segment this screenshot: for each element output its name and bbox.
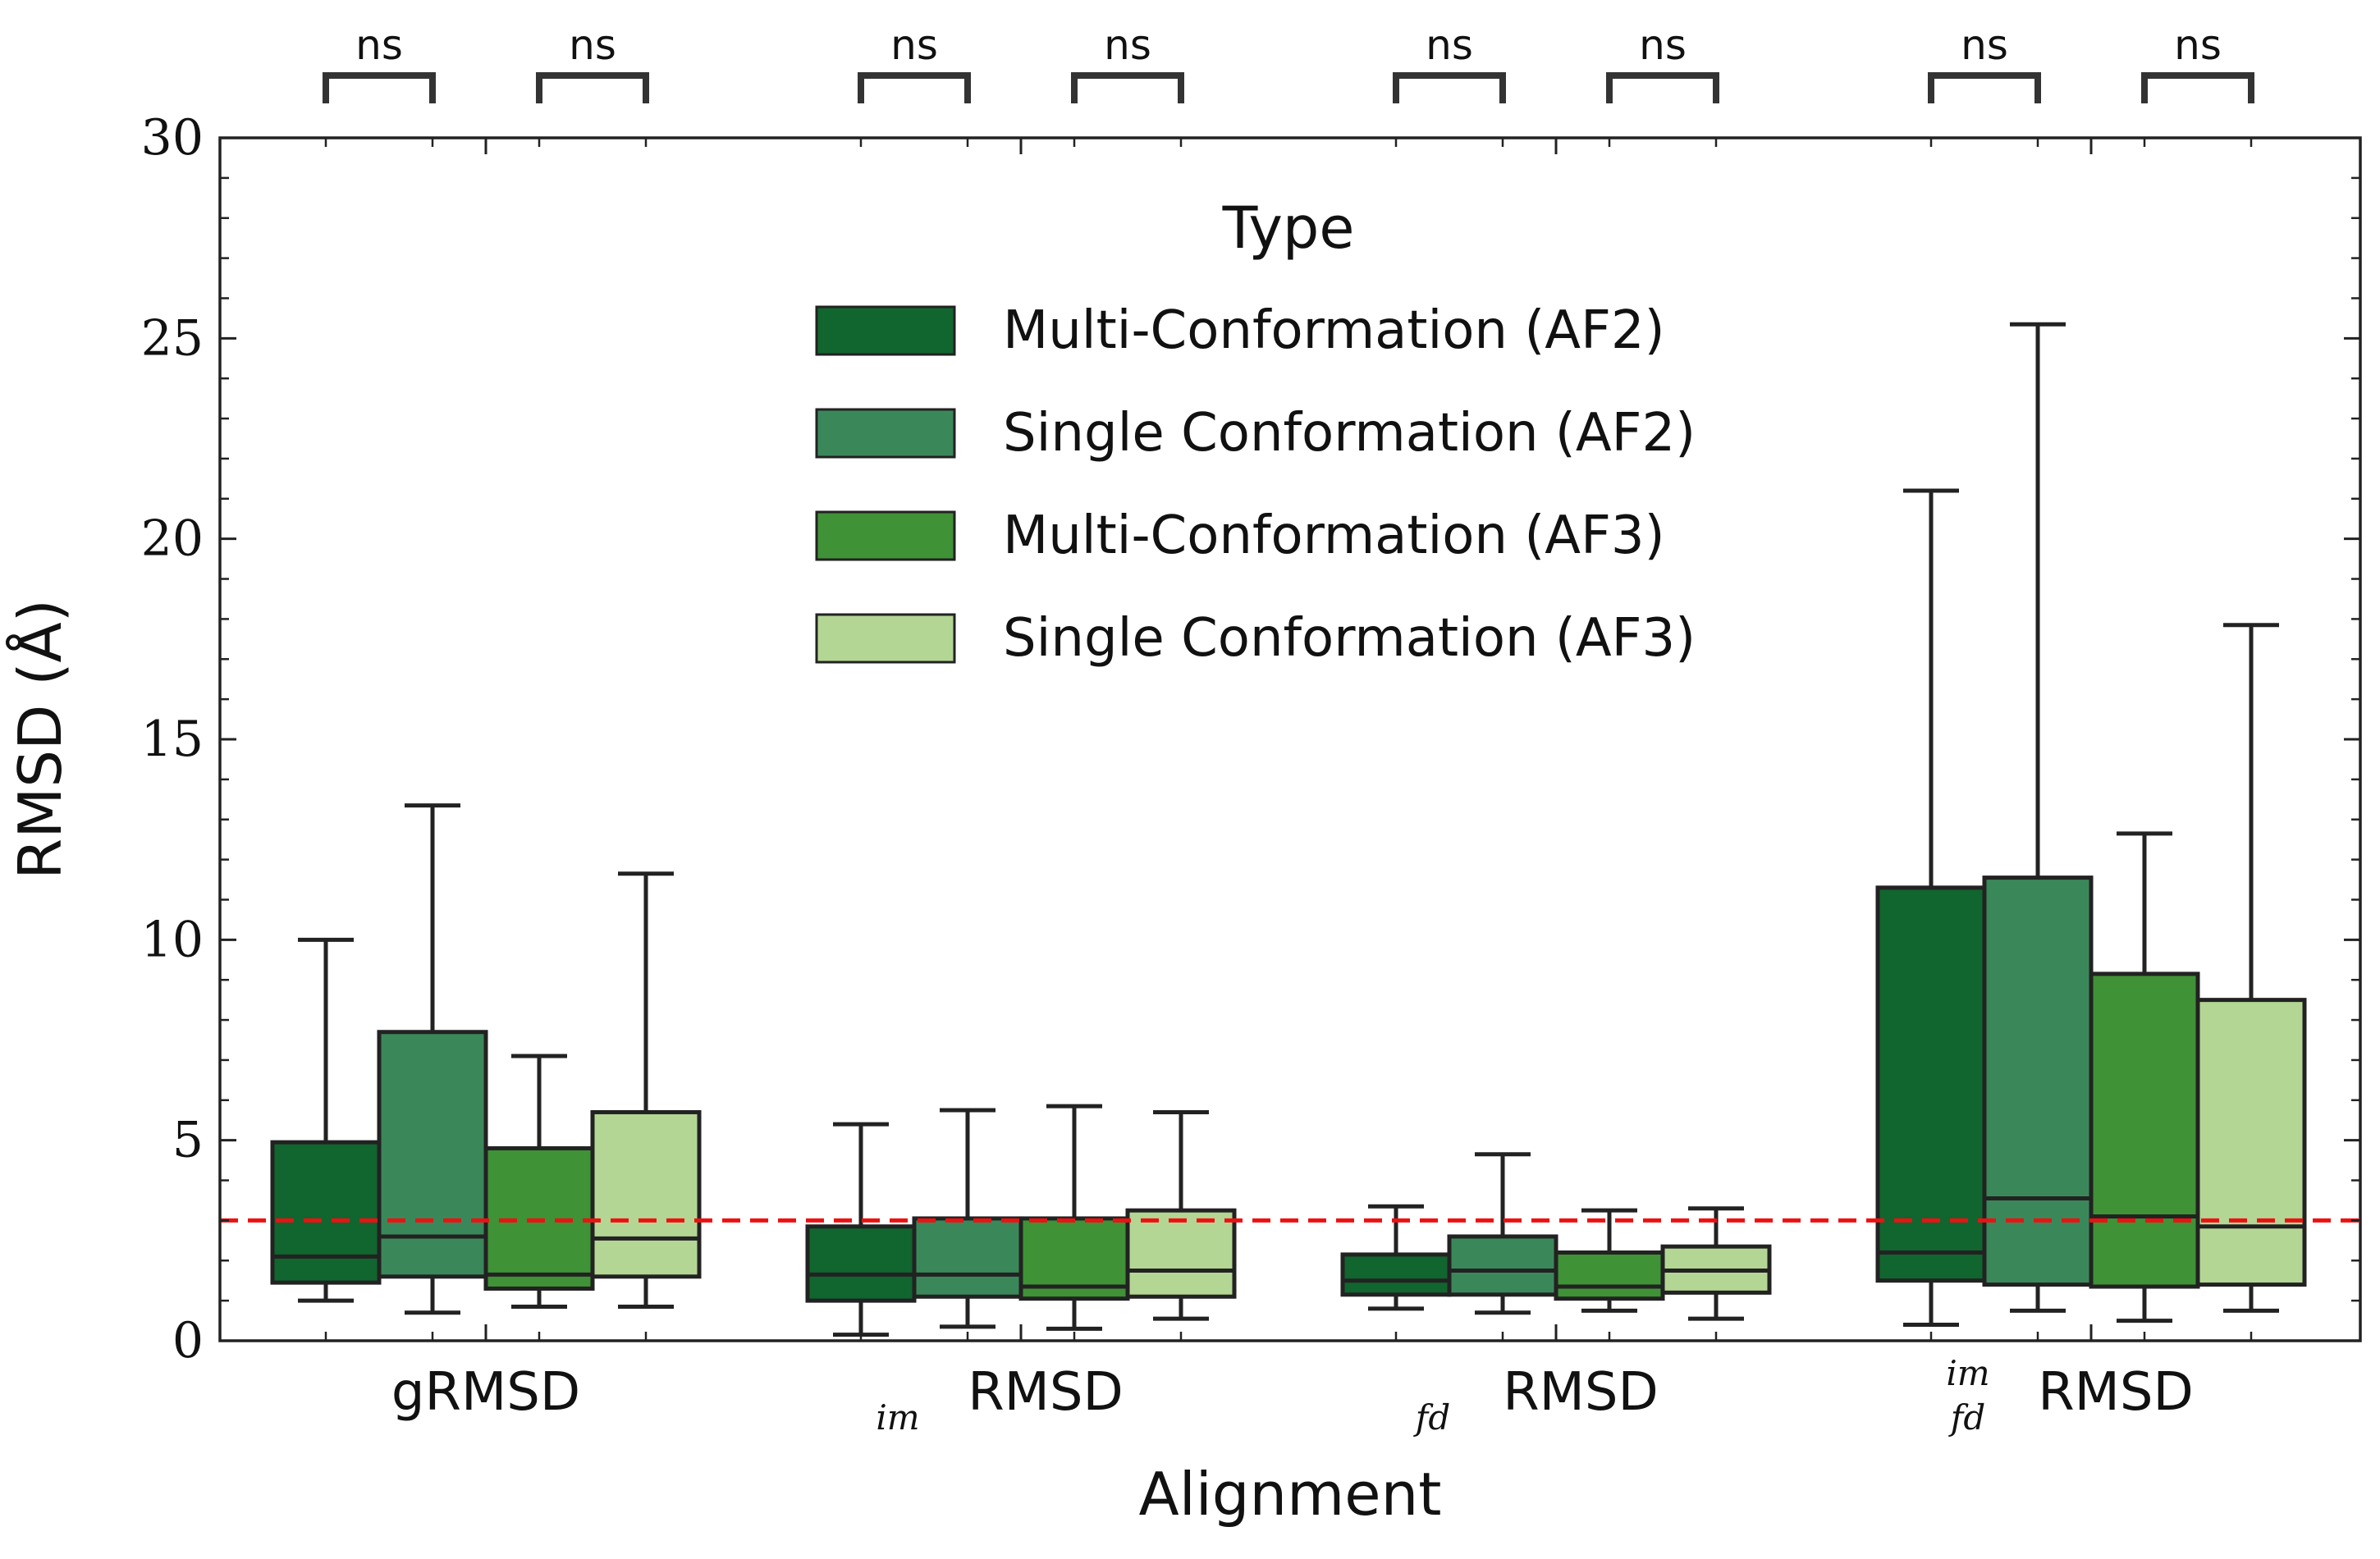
box-3-1 (1125, 1208, 1237, 1299)
significance-label: ns (1639, 21, 1687, 69)
significance-bracket (536, 72, 649, 103)
significance-label: ns (1104, 21, 1151, 69)
box-0-3 (1875, 885, 1987, 1283)
legend-item-label: Multi-Conformation (AF3) (1003, 505, 1665, 566)
x-category-label: RMSD (2038, 1362, 2194, 1423)
y-tick-label: 30 (141, 109, 204, 167)
legend-swatch (815, 408, 956, 459)
significance-bracket (1393, 72, 1506, 103)
y-tick-label: 5 (172, 1112, 204, 1169)
box-1-1 (912, 1216, 1023, 1299)
y-tick-label: 25 (141, 309, 204, 367)
significance-bracket (1071, 72, 1184, 103)
significance-label: ns (1426, 21, 1473, 69)
box-1-3 (1982, 876, 2094, 1287)
box-3-3 (2195, 998, 2307, 1287)
significance-bracket (323, 72, 436, 103)
x-category-subscript: fd (1948, 1397, 1985, 1438)
legend-swatch (815, 305, 956, 356)
y-tick-label: 0 (172, 1312, 204, 1369)
significance-bracket (1928, 72, 2041, 103)
significance-bracket (1606, 72, 1719, 103)
y-tick-label: 15 (141, 711, 204, 768)
box-1-2 (1447, 1234, 1558, 1297)
significance-bracket (858, 72, 971, 103)
box-0-0 (270, 1140, 382, 1285)
box-2-2 (1554, 1250, 1665, 1301)
y-axis-title: RMSD (Å) (6, 599, 75, 880)
significance-label: ns (569, 21, 616, 69)
box-0-2 (1340, 1252, 1452, 1297)
significance-label: ns (1961, 21, 2008, 69)
x-category-subscript: fd (1413, 1397, 1450, 1438)
x-axis-title: Alignment (1139, 1460, 1442, 1529)
x-category-superscript: im (1946, 1353, 1989, 1393)
box-0-1 (805, 1224, 917, 1303)
box-3-0 (590, 1109, 702, 1279)
y-tick-label: 10 (141, 911, 204, 968)
x-category-label: gRMSD (391, 1362, 580, 1423)
x-category-label: RMSD (1503, 1362, 1659, 1423)
legend-item-label: Multi-Conformation (AF2) (1003, 300, 1665, 361)
box-1-0 (377, 1030, 488, 1279)
x-category-subscript: im (876, 1397, 919, 1438)
legend-swatch (815, 510, 956, 561)
legend-item-label: Single Conformation (AF2) (1003, 403, 1696, 464)
box-2-3 (2089, 972, 2200, 1289)
significance-bracket (2141, 72, 2254, 103)
legend-title: Type (1222, 194, 1355, 262)
x-category-label: RMSD (968, 1362, 1124, 1423)
y-tick-label: 20 (141, 510, 204, 568)
significance-label: ns (2174, 21, 2222, 69)
significance-label: ns (890, 21, 938, 69)
significance-label: ns (355, 21, 403, 69)
legend-item-label: Single Conformation (AF3) (1003, 608, 1696, 669)
legend-swatch (815, 613, 956, 664)
